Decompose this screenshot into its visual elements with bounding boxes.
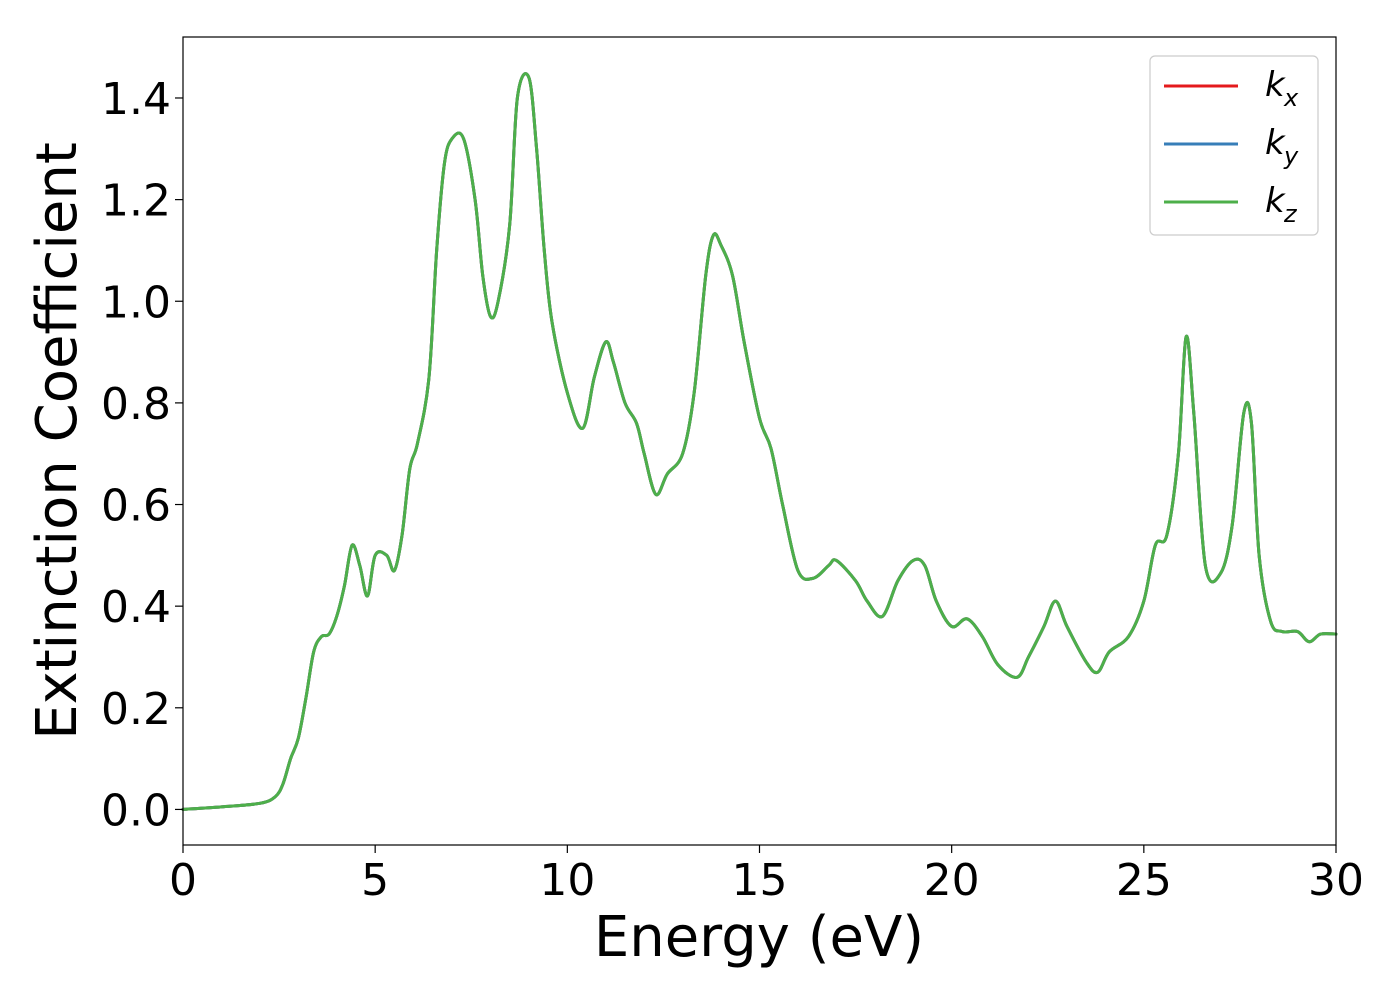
legend-label: k: [1265, 123, 1286, 163]
y-tick-label: 0.2: [101, 684, 171, 735]
y-tick-label: 1.4: [101, 74, 171, 125]
x-tick-label: 0: [169, 855, 197, 906]
x-tick-label: 15: [732, 855, 788, 906]
x-axis-label: Energy (eV): [594, 905, 924, 970]
y-tick-label: 0.0: [101, 785, 171, 836]
x-tick-label: 30: [1308, 855, 1364, 906]
plot-lines: [181, 72, 1338, 811]
y-tick-label: 1.0: [101, 277, 171, 328]
x-axis-ticks: 0 5 10 15 20 25 30: [169, 845, 1364, 906]
y-axis-ticks: 0.0 0.2 0.4 0.6 0.8 1.0 1.2 1.4: [101, 74, 183, 836]
x-tick-label: 25: [1116, 855, 1172, 906]
x-tick-label: 10: [539, 855, 595, 906]
y-tick-label: 0.6: [101, 481, 171, 532]
legend-label-subscript: z: [1283, 200, 1298, 228]
y-tick-label: 1.2: [101, 176, 171, 227]
series-line-k-z: [181, 72, 1338, 811]
x-tick-label: 20: [924, 855, 980, 906]
legend-label-subscript: x: [1283, 84, 1299, 112]
y-tick-label: 0.4: [101, 582, 171, 633]
legend-label: k: [1265, 181, 1286, 221]
y-tick-label: 0.8: [101, 379, 171, 430]
x-tick-label: 5: [361, 855, 389, 906]
legend-label: k: [1265, 65, 1286, 105]
y-axis-label: Extinction Coefficient: [25, 142, 90, 740]
legend: k xk yk z: [1149, 55, 1319, 236]
legend-label-subscript: y: [1283, 142, 1299, 170]
